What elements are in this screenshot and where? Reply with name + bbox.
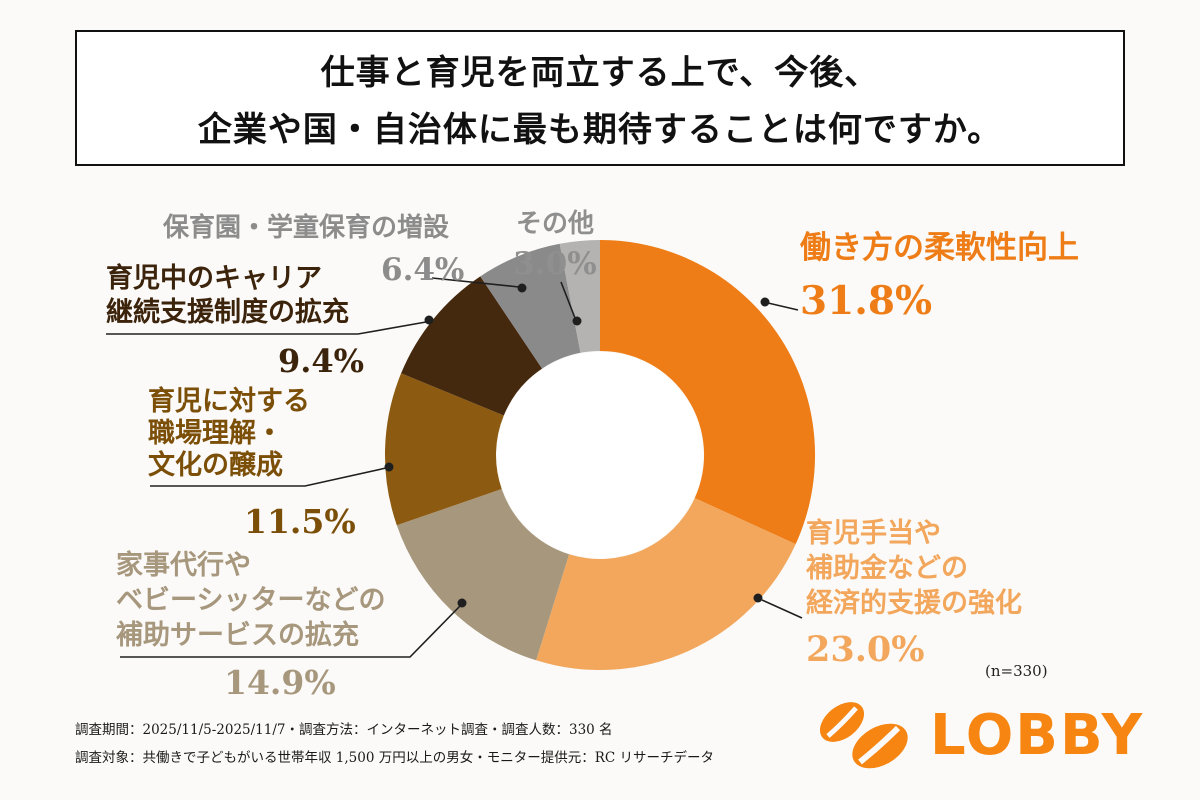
page-title-line1: 仕事と育児を両立する上で、今後、 bbox=[320, 53, 880, 93]
callout-line-flexibility bbox=[767, 302, 799, 311]
callout-dot-subsidy bbox=[753, 593, 763, 603]
callout-line-subsidy bbox=[761, 599, 803, 619]
lobby-logo-text: LOBBY bbox=[930, 702, 1145, 768]
donut-hole bbox=[497, 352, 703, 558]
callout-dot-other bbox=[572, 316, 582, 326]
donut-segments bbox=[384, 239, 816, 671]
segment-pct-text: 14.9% bbox=[224, 663, 336, 703]
segment-pct-text: 6.4% bbox=[381, 251, 465, 288]
title-box: 仕事と育児を両立する上で、今後、 企業や国・自治体に最も期待することは何ですか。 bbox=[75, 30, 1125, 166]
page-title-line2: 企業や国・自治体に最も期待することは何ですか。 bbox=[197, 110, 1003, 150]
donut-segment-1 bbox=[536, 498, 796, 671]
callout-lines bbox=[106, 277, 803, 658]
callout-dot-daycare bbox=[517, 283, 527, 293]
segment-pct-text: 31.8% bbox=[800, 278, 933, 325]
segment-label-text: 家事代行や ベビーシッターなどの 補助サービスの拡充 bbox=[116, 550, 386, 652]
callout-line-daycare bbox=[431, 277, 520, 288]
callout-dot-understanding bbox=[384, 462, 394, 472]
segment-label-text: その他 bbox=[515, 209, 594, 239]
donut-segment-6 bbox=[559, 239, 600, 353]
callout-dot-flexibility bbox=[760, 297, 770, 307]
lobby-logo: LOBBY bbox=[800, 694, 1144, 776]
segment-pct-text: 11.5% bbox=[244, 501, 356, 541]
lobby-logo-bean-icon bbox=[819, 702, 908, 769]
segment-label-housework: 家事代行や ベビーシッターなどの 補助サービスの拡充 14.9% bbox=[116, 548, 385, 702]
callout-line-understanding bbox=[150, 467, 387, 487]
segment-label-other: その他 3.0% bbox=[505, 208, 605, 282]
segment-label-text: 保育園・学童保育の増設 bbox=[163, 213, 450, 243]
segment-label-flexibility: 働き方の柔軟性向上 31.8% bbox=[800, 228, 1079, 324]
callout-line-career bbox=[106, 321, 427, 335]
segment-label-text: 育児手当や 補助金などの 経済的支援の強化 bbox=[806, 518, 1022, 620]
segment-label-subsidy: 育児手当や 補助金などの 経済的支援の強化 23.0% bbox=[806, 516, 1022, 670]
segment-pct-text: 23.0% bbox=[806, 629, 925, 671]
segment-label-career: 育児中のキャリア 継続支援制度の拡充 9.4% bbox=[106, 262, 364, 380]
segment-pct-text: 9.4% bbox=[278, 341, 365, 380]
callout-dot-career bbox=[424, 315, 434, 325]
survey-notes: 調査期間：2025/11/5-2025/11/7・調査方法：インターネット調査・… bbox=[75, 716, 714, 773]
donut-segment-3 bbox=[384, 373, 504, 526]
donut-segment-5 bbox=[480, 243, 581, 369]
donut-segment-0 bbox=[600, 239, 816, 545]
callout-line-housework bbox=[120, 605, 461, 658]
segment-label-daycare: 保育園・学童保育の増設 6.4% bbox=[163, 212, 464, 288]
survey-note-line2: 調査対象：共働きで子どもがいる世帯年収 1,500 万円以上の男女・モニター提供… bbox=[75, 750, 715, 767]
segment-pct-text: 3.0% bbox=[513, 245, 597, 282]
segment-label-text: 育児中のキャリア 継続支援制度の拡充 bbox=[106, 263, 349, 328]
segment-label-text: 働き方の柔軟性向上 bbox=[800, 230, 1079, 266]
callout-line-other bbox=[560, 281, 576, 319]
callout-dot-housework bbox=[457, 598, 467, 608]
donut-segment-4 bbox=[401, 276, 543, 416]
donut-segment-2 bbox=[396, 489, 570, 661]
segment-label-understanding: 育児に対する 職場理解・ 文化の醸成 11.5% bbox=[148, 386, 356, 541]
sample-size-label: (n=330) bbox=[985, 662, 1048, 680]
survey-note-line1: 調査期間：2025/11/5-2025/11/7・調査方法：インターネット調査・… bbox=[75, 722, 613, 738]
segment-label-text: 育児に対する 職場理解・ 文化の醸成 bbox=[148, 386, 310, 481]
